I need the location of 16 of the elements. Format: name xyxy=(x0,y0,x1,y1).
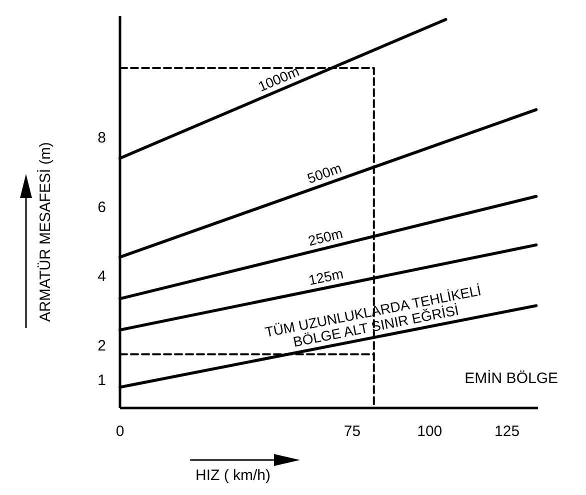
y-tick-label: 8 xyxy=(98,129,106,146)
annotation: EMİN BÖLGE xyxy=(464,369,558,387)
x-tick-label: 125 xyxy=(494,423,520,440)
text: 1000m xyxy=(256,62,302,94)
y-axis-title: ARMATÜR MESAFESİ (m) xyxy=(36,142,54,322)
y-tick-label: 2 xyxy=(98,338,106,355)
y-tick-label: 6 xyxy=(98,198,106,216)
x-axis-title: HIZ ( km/h) xyxy=(196,467,270,484)
x-tick-label: 100 xyxy=(417,423,442,440)
text: 500m xyxy=(305,160,344,186)
y-tick-label: 4 xyxy=(98,268,106,286)
y-tick-label: 1 xyxy=(98,372,106,390)
x-tick-label: 75 xyxy=(344,423,361,440)
x-tick-label: 0 xyxy=(116,423,124,440)
text: 125m xyxy=(307,265,345,288)
text: 250m xyxy=(306,224,344,249)
